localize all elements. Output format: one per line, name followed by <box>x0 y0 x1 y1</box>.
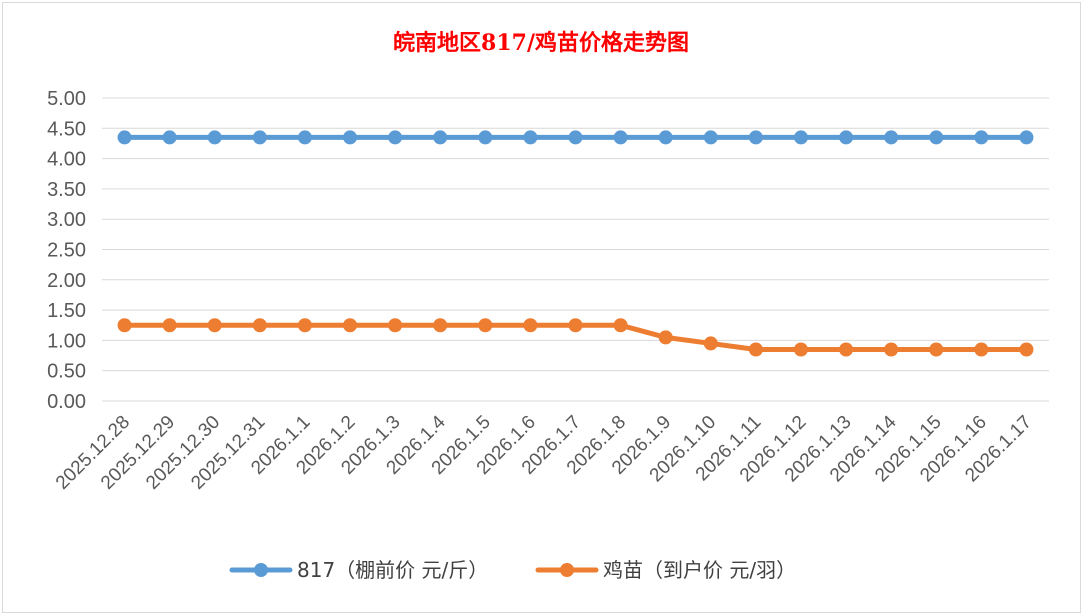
series-2 <box>117 318 1034 357</box>
data-point <box>1019 342 1034 357</box>
x-axis: 2025.12.282025.12.292025.12.302025.12.31… <box>52 411 1036 493</box>
data-point <box>388 318 403 333</box>
data-point <box>703 336 718 351</box>
data-point <box>478 318 493 333</box>
data-point <box>343 318 358 333</box>
data-point <box>884 342 899 357</box>
data-point <box>207 130 222 145</box>
legend-label: 鸡苗（到户价 元/羽） <box>603 558 796 582</box>
data-point <box>523 318 538 333</box>
series-1 <box>117 130 1034 145</box>
legend-swatch-marker <box>560 563 574 577</box>
y-tick-label: 4.00 <box>47 149 86 171</box>
data-point <box>388 130 403 145</box>
data-point <box>1019 130 1034 145</box>
data-point <box>793 342 808 357</box>
y-tick-label: 5.00 <box>47 88 86 110</box>
data-point <box>433 130 448 145</box>
y-axis: 0.00 0.50 1.00 1.50 2.00 2.50 3.00 3.50 4.00 4.50… <box>47 88 86 413</box>
legend-item-2: 鸡苗（到户价 元/羽） <box>535 558 796 582</box>
data-point <box>162 318 177 333</box>
data-point <box>297 130 312 145</box>
legend-label: 817（棚前价 元/斤） <box>297 558 488 582</box>
data-point <box>748 342 763 357</box>
data-point <box>117 130 132 145</box>
data-point <box>974 130 989 145</box>
data-point <box>252 318 267 333</box>
data-point <box>613 318 628 333</box>
legend-swatch-marker <box>254 563 268 577</box>
data-point <box>117 318 132 333</box>
data-point <box>343 130 358 145</box>
series-group <box>117 130 1034 357</box>
data-point <box>703 130 718 145</box>
data-point <box>839 342 854 357</box>
data-point <box>929 130 944 145</box>
data-point <box>658 130 673 145</box>
data-point <box>568 130 583 145</box>
data-point <box>839 130 854 145</box>
data-point <box>297 318 312 333</box>
y-tick-label: 3.50 <box>47 179 86 201</box>
data-point <box>523 130 538 145</box>
y-tick-label: 0.00 <box>47 391 86 413</box>
y-tick-label: 2.50 <box>47 240 86 262</box>
y-tick-label: 1.50 <box>47 300 86 322</box>
legend: 817（棚前价 元/斤） 鸡苗（到户价 元/羽） <box>229 558 796 582</box>
y-tick-label: 3.00 <box>47 209 86 231</box>
data-point <box>748 130 763 145</box>
data-point <box>884 130 899 145</box>
data-point <box>478 130 493 145</box>
data-point <box>207 318 222 333</box>
y-tick-label: 4.50 <box>47 118 86 140</box>
y-tick-label: 0.50 <box>47 361 86 383</box>
y-tick-label: 1.00 <box>47 330 86 352</box>
data-point <box>162 130 177 145</box>
gridlines <box>102 97 1049 402</box>
chart-title: 皖南地区817/鸡苗价格走势图 <box>393 30 689 56</box>
data-point <box>929 342 944 357</box>
data-point <box>568 318 583 333</box>
legend-item-1: 817（棚前价 元/斤） <box>229 558 488 582</box>
data-point <box>793 130 808 145</box>
data-point <box>974 342 989 357</box>
data-point <box>613 130 628 145</box>
y-tick-label: 2.00 <box>47 270 86 292</box>
data-point <box>658 330 673 345</box>
data-point <box>252 130 267 145</box>
data-point <box>433 318 448 333</box>
